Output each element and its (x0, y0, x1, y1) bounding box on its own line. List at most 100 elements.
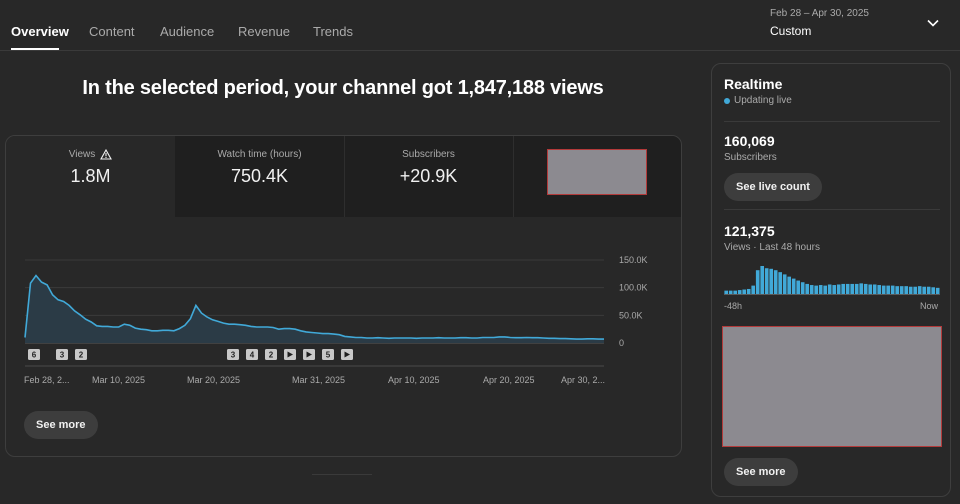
tab-revenue[interactable]: Revenue (238, 24, 291, 39)
realtime-bar[interactable] (800, 282, 805, 294)
realtime-bar[interactable] (922, 286, 926, 294)
event-marker-count: 2 (269, 351, 274, 360)
see-more-button[interactable]: See more (724, 458, 798, 486)
realtime-bar[interactable] (818, 285, 823, 294)
x-tick-label: Feb 28, 2... (24, 375, 70, 385)
tab-trends[interactable]: Trends (313, 24, 353, 39)
subscriber-label: Subscribers (724, 152, 777, 163)
date-range-preset: Custom (770, 24, 812, 38)
realtime-bar[interactable] (769, 268, 773, 294)
metric-label: Subscribers (402, 149, 455, 160)
y-tick-label: 0 (619, 338, 624, 348)
tab-overview[interactable]: Overview (11, 24, 69, 39)
event-marker[interactable]: 2 (75, 349, 87, 360)
metric-tab-views[interactable]: Views 1.8M (6, 136, 175, 217)
event-marker-count: 6 (32, 351, 37, 360)
realtime-bar[interactable] (872, 284, 877, 294)
realtime-bar[interactable] (890, 285, 895, 294)
realtime-bar[interactable] (778, 272, 782, 294)
realtime-bar[interactable] (841, 283, 845, 294)
realtime-bar[interactable] (886, 285, 890, 294)
x-tick-label: Apr 10, 2025 (388, 375, 440, 385)
realtime-bar[interactable] (728, 290, 733, 294)
divider (344, 136, 345, 217)
play-marker-icon[interactable] (303, 349, 315, 360)
warning-icon[interactable] (100, 149, 113, 160)
realtime-bar[interactable] (854, 283, 859, 294)
realtime-bar[interactable] (787, 276, 791, 294)
realtime-bar[interactable] (881, 285, 886, 294)
views-line (24, 274, 604, 340)
realtime-bar[interactable] (877, 285, 881, 294)
realtime-bar[interactable] (796, 280, 800, 294)
realtime-bar[interactable] (764, 268, 769, 294)
live-dot-icon (724, 97, 730, 104)
event-marker-count: 5 (326, 351, 331, 360)
realtime-bar[interactable] (836, 284, 841, 294)
event-marker[interactable]: 5 (322, 349, 334, 360)
realtime-bar[interactable] (814, 285, 818, 294)
metric-label: Watch time (hours) (217, 149, 302, 160)
y-tick-label: 50.0K (619, 310, 643, 320)
realtime-bar[interactable] (805, 283, 809, 294)
realtime-bar[interactable] (791, 278, 796, 294)
x-tick-label: Apr 20, 2025 (483, 375, 535, 385)
views-label: Views · Last 48 hours (724, 242, 820, 253)
event-marker-count: 3 (60, 351, 65, 360)
realtime-bar[interactable] (733, 290, 737, 294)
realtime-bar[interactable] (742, 289, 746, 294)
live-status-text: Updating live (734, 95, 792, 106)
realtime-bar[interactable] (904, 286, 908, 294)
realtime-bar[interactable] (895, 286, 899, 294)
play-marker-icon[interactable] (341, 349, 353, 360)
realtime-bar[interactable] (899, 286, 904, 294)
realtime-bar[interactable] (751, 285, 755, 294)
realtime-bar[interactable] (863, 283, 868, 294)
tab-audience[interactable]: Audience (160, 24, 215, 39)
event-marker[interactable]: 4 (246, 349, 258, 360)
realtime-card: Realtime Updating live 160,069 Subscribe… (711, 63, 951, 497)
play-marker-icon[interactable] (284, 349, 296, 360)
event-markers: 6 3 2 3 4 2 5 (25, 349, 604, 367)
event-marker[interactable]: 6 (28, 349, 40, 360)
realtime-bar[interactable] (845, 283, 850, 294)
event-marker[interactable]: 3 (56, 349, 68, 360)
realtime-bar[interactable] (926, 286, 931, 294)
realtime-bar[interactable] (908, 286, 913, 294)
realtime-bar[interactable] (809, 285, 814, 294)
see-more-button[interactable]: See more (24, 411, 98, 439)
realtime-bar[interactable] (859, 283, 863, 294)
realtime-bar[interactable] (935, 287, 940, 294)
realtime-bar[interactable] (917, 286, 922, 294)
realtime-bar[interactable] (827, 284, 832, 294)
y-tick-label: 150.0K (619, 255, 648, 265)
realtime-bar[interactable] (737, 290, 742, 294)
date-range-picker[interactable]: Feb 28 – Apr 30, 2025 Custom (770, 8, 869, 38)
realtime-bar[interactable] (868, 284, 872, 294)
divider (724, 209, 940, 210)
realtime-bar[interactable] (773, 270, 778, 294)
metric-tab-subscribers[interactable]: Subscribers +20.9K (344, 136, 513, 217)
event-marker-count: 3 (231, 351, 236, 360)
realtime-bar[interactable] (760, 266, 764, 294)
see-live-count-button[interactable]: See live count (724, 173, 822, 201)
subscriber-count: 160,069 (724, 133, 775, 149)
axis-start-label: -48h (724, 301, 743, 311)
realtime-bar[interactable] (931, 287, 935, 294)
realtime-bar[interactable] (746, 288, 751, 294)
realtime-bar[interactable] (832, 285, 836, 294)
metric-tab-watch-time[interactable]: Watch time (hours) 750.4K (175, 136, 344, 217)
event-marker[interactable]: 2 (265, 349, 277, 360)
realtime-bar[interactable] (782, 274, 787, 294)
chevron-down-icon[interactable] (926, 16, 940, 30)
realtime-bar[interactable] (823, 285, 827, 294)
tab-content[interactable]: Content (89, 24, 135, 39)
views-count: 121,375 (724, 223, 775, 239)
realtime-bar[interactable] (724, 290, 728, 294)
realtime-bar[interactable] (850, 283, 854, 294)
event-marker[interactable]: 3 (227, 349, 239, 360)
realtime-bar[interactable] (755, 270, 760, 294)
overview-card: Views 1.8M Watch time (hours) 750.4K Sub… (5, 135, 682, 457)
realtime-bar[interactable] (913, 286, 917, 294)
x-axis-labels: Feb 28, 2... Mar 10, 2025 Mar 20, 2025 Mar … (24, 375, 605, 385)
